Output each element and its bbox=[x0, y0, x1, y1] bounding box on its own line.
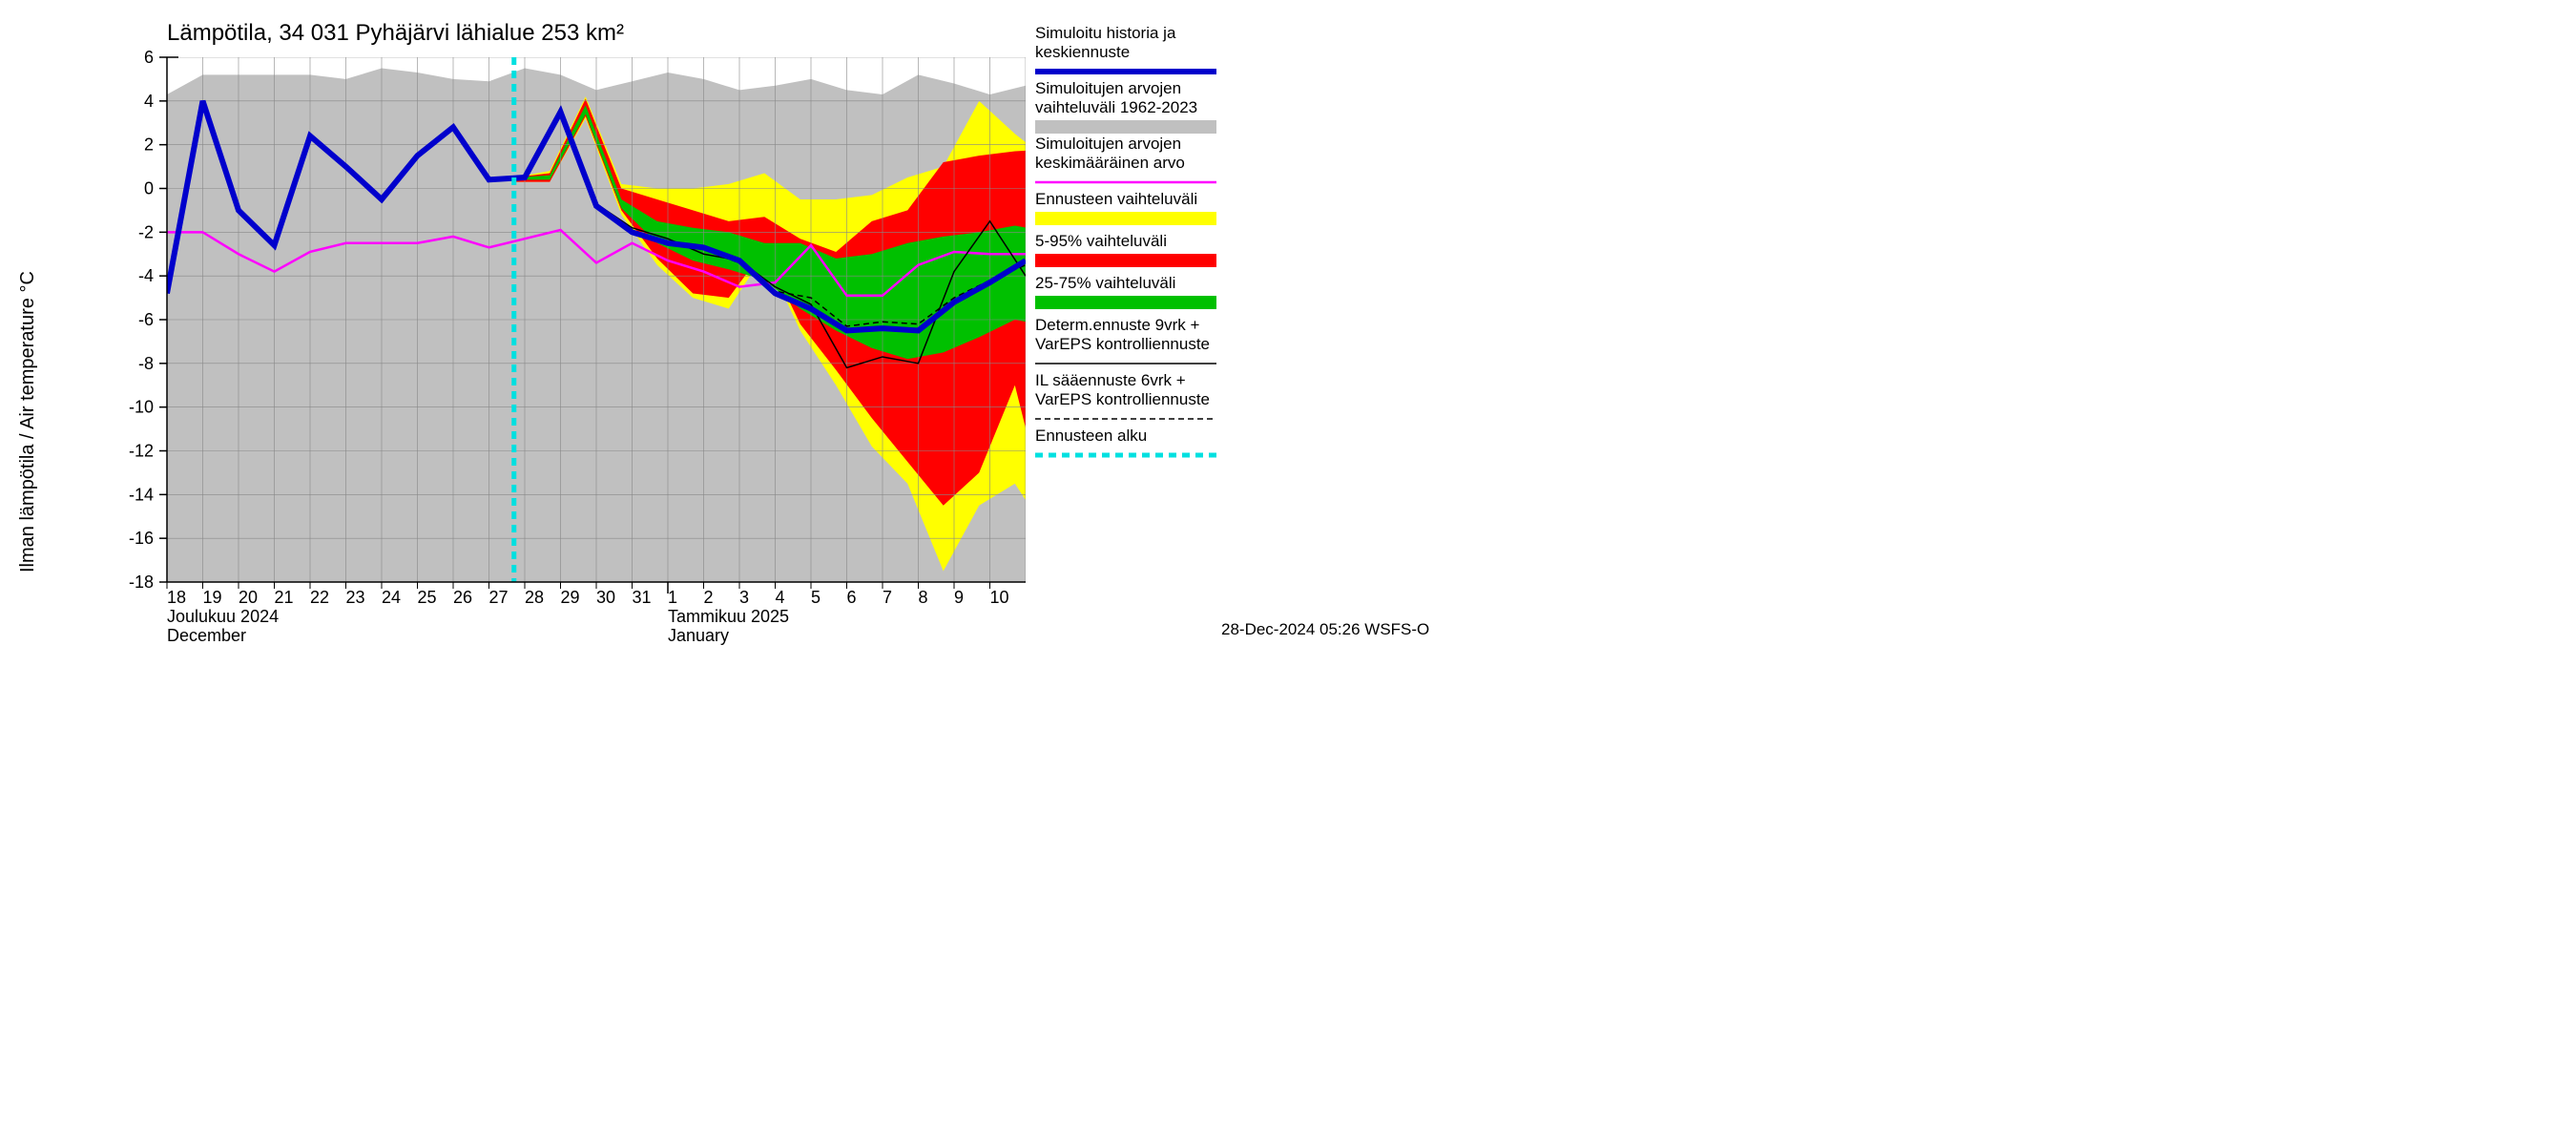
month-label: January bbox=[668, 626, 729, 645]
y-tick-label: 2 bbox=[144, 135, 154, 155]
x-tick-label: 26 bbox=[453, 588, 472, 607]
x-tick-label: 23 bbox=[346, 588, 365, 607]
legend-label: IL sääennuste 6vrk + bbox=[1035, 371, 1186, 389]
x-tick-label: 24 bbox=[382, 588, 401, 607]
legend-label: 25-75% vaihteluväli bbox=[1035, 274, 1175, 292]
y-tick-label: -4 bbox=[138, 266, 154, 285]
y-tick-label: 6 bbox=[144, 48, 154, 67]
y-tick-label: -18 bbox=[129, 572, 154, 592]
x-tick-label: 21 bbox=[275, 588, 294, 607]
y-axis-label: Ilman lämpötila / Air temperature °C bbox=[17, 271, 38, 572]
month-label: Joulukuu 2024 bbox=[167, 607, 279, 626]
x-tick-label: 7 bbox=[883, 588, 892, 607]
y-tick-label: -12 bbox=[129, 442, 154, 461]
x-tick-label: 20 bbox=[239, 588, 258, 607]
x-tick-label: 30 bbox=[596, 588, 615, 607]
legend-label: VarEPS kontrolliennuste bbox=[1035, 390, 1210, 408]
x-tick-label: 5 bbox=[811, 588, 821, 607]
y-tick-label: -6 bbox=[138, 310, 154, 329]
y-tick-label: -14 bbox=[129, 485, 154, 504]
y-tick-label: -8 bbox=[138, 354, 154, 373]
x-tick-label: 8 bbox=[919, 588, 928, 607]
x-tick-label: 28 bbox=[525, 588, 544, 607]
legend-swatch bbox=[1035, 296, 1216, 309]
x-tick-label: 6 bbox=[847, 588, 857, 607]
x-tick-label: 9 bbox=[954, 588, 964, 607]
legend-swatch bbox=[1035, 254, 1216, 267]
legend-label: keskimääräinen arvo bbox=[1035, 154, 1185, 172]
x-tick-label: 3 bbox=[739, 588, 749, 607]
legend-label: Ennusteen alku bbox=[1035, 427, 1147, 445]
legend-swatch bbox=[1035, 120, 1216, 134]
y-tick-label: -2 bbox=[138, 222, 154, 241]
y-tick-label: 4 bbox=[144, 92, 154, 111]
month-label: December bbox=[167, 626, 246, 645]
x-tick-label: 18 bbox=[167, 588, 186, 607]
x-tick-label: 19 bbox=[203, 588, 222, 607]
legend-label: Ennusteen vaihteluväli bbox=[1035, 190, 1197, 208]
legend-label: VarEPS kontrolliennuste bbox=[1035, 335, 1210, 353]
x-tick-label: 31 bbox=[633, 588, 652, 607]
y-tick-label: 0 bbox=[144, 179, 154, 198]
chart-container: 6420-2-4-6-8-10-12-14-16-181819202122232… bbox=[0, 0, 1460, 649]
y-tick-label: -10 bbox=[129, 398, 154, 417]
legend-label: keskiennuste bbox=[1035, 43, 1130, 61]
legend-label: Simuloitujen arvojen bbox=[1035, 135, 1181, 153]
x-tick-label: 1 bbox=[668, 588, 677, 607]
x-tick-label: 4 bbox=[776, 588, 785, 607]
x-tick-label: 27 bbox=[489, 588, 509, 607]
x-tick-label: 25 bbox=[418, 588, 437, 607]
x-tick-label: 10 bbox=[990, 588, 1009, 607]
timestamp: 28-Dec-2024 05:26 WSFS-O bbox=[1221, 620, 1429, 638]
legend-label: 5-95% vaihteluväli bbox=[1035, 232, 1167, 250]
legend-label: Simuloitujen arvojen bbox=[1035, 79, 1181, 97]
temperature-forecast-chart: 6420-2-4-6-8-10-12-14-16-181819202122232… bbox=[0, 0, 1460, 649]
legend-label: Determ.ennuste 9vrk + bbox=[1035, 316, 1200, 334]
x-tick-label: 29 bbox=[561, 588, 580, 607]
legend-swatch bbox=[1035, 212, 1216, 225]
x-tick-label: 2 bbox=[704, 588, 714, 607]
legend-label: Simuloitu historia ja bbox=[1035, 24, 1176, 42]
y-tick-label: -16 bbox=[129, 529, 154, 548]
x-tick-label: 22 bbox=[310, 588, 329, 607]
chart-title: Lämpötila, 34 031 Pyhäjärvi lähialue 253… bbox=[167, 20, 624, 46]
month-label: Tammikuu 2025 bbox=[668, 607, 789, 626]
legend-label: vaihteluväli 1962-2023 bbox=[1035, 98, 1197, 116]
